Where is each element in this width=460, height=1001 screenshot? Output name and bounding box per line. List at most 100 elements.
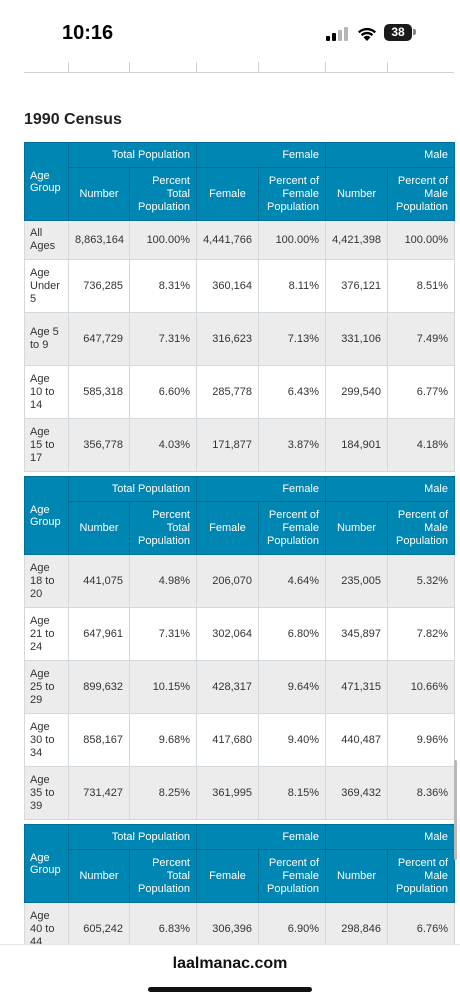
cell-male: 440,487	[325, 713, 388, 767]
cell-male: 376,121	[325, 259, 388, 313]
cell-male: 369,432	[325, 766, 388, 820]
cell-percent-male: 8.36%	[387, 766, 455, 820]
header-percent-total: Percent Total Population	[129, 849, 197, 903]
cell-percent-male: 8.51%	[387, 259, 455, 313]
cell-age-group: Age 18 to 20	[24, 554, 69, 608]
table-row: Age 10 to 14 585,318 6.60% 285,778 6.43% 299,…	[24, 365, 455, 419]
cell-percent-total: 8.31%	[129, 259, 197, 313]
wifi-icon	[358, 27, 376, 41]
cell-percent-male: 10.66%	[387, 660, 455, 714]
cell-male: 299,540	[325, 365, 388, 419]
table-row: Age 30 to 34 858,167 9.68% 417,680 9.40% 440,…	[24, 713, 455, 767]
cell-female: 171,877	[196, 418, 259, 472]
cell-percent-total: 8.25%	[129, 766, 197, 820]
cell-percent-total: 4.03%	[129, 418, 197, 472]
cell-male: 184,901	[325, 418, 388, 472]
cell-female: 285,778	[196, 365, 259, 419]
cell-number: 647,729	[68, 312, 130, 366]
cell-percent-male: 100.00%	[387, 220, 455, 260]
scrollbar[interactable]	[454, 760, 457, 860]
cell-age-group: Age Under 5	[24, 259, 69, 313]
header-total-population: Total Population	[68, 476, 197, 502]
header-percent-female: Percent of Female Population	[258, 167, 326, 221]
table-row: Age 18 to 20 441,075 4.98% 206,070 4.64% 235,…	[24, 554, 455, 608]
cell-percent-male: 4.18%	[387, 418, 455, 472]
cell-age-group: Age 35 to 39	[24, 766, 69, 820]
census-table: Age Group Total Population Female Male Numbe…	[24, 824, 455, 956]
status-time: 10:16	[62, 22, 114, 44]
cell-age-group: Age 15 to 17	[24, 418, 69, 472]
header-male: Male	[325, 142, 455, 168]
cell-percent-male: 6.77%	[387, 365, 455, 419]
header-percent-female: Percent of Female Population	[258, 501, 326, 555]
browser-bottom-bar: laalmanac.com	[0, 944, 460, 1001]
cell-number: 858,167	[68, 713, 130, 767]
header-female: Female	[196, 824, 326, 850]
previous-table-fragment	[24, 62, 454, 73]
cell-male: 331,106	[325, 312, 388, 366]
cell-number: 736,285	[68, 259, 130, 313]
header-female-number: Female	[196, 501, 259, 555]
cell-female: 302,064	[196, 607, 259, 661]
header-percent-male: Percent of Male Population	[387, 167, 455, 221]
header-male: Male	[325, 476, 455, 502]
cell-age-group: Age 5 to 9	[24, 312, 69, 366]
cell-percent-female: 6.80%	[258, 607, 326, 661]
status-bar: 10:16 38	[0, 0, 460, 62]
header-age-group: Age Group	[24, 142, 69, 221]
cell-female: 361,995	[196, 766, 259, 820]
cell-percent-female: 4.64%	[258, 554, 326, 608]
section-title: 1990 Census	[24, 111, 122, 128]
cell-percent-total: 7.31%	[129, 607, 197, 661]
url-domain[interactable]: laalmanac.com	[172, 955, 288, 972]
battery-icon: 38	[384, 24, 412, 41]
header-percent-female: Percent of Female Population	[258, 849, 326, 903]
header-percent-male: Percent of Male Population	[387, 501, 455, 555]
cell-age-group: All Ages	[24, 220, 69, 260]
cell-number: 356,778	[68, 418, 130, 472]
cell-male: 235,005	[325, 554, 388, 608]
header-female: Female	[196, 142, 326, 168]
cell-percent-male: 7.82%	[387, 607, 455, 661]
table-row: Age 5 to 9 647,729 7.31% 316,623 7.13% 331,10…	[24, 312, 455, 366]
cell-female: 360,164	[196, 259, 259, 313]
cell-percent-total: 100.00%	[129, 220, 197, 260]
cell-female: 316,623	[196, 312, 259, 366]
cell-age-group: Age 30 to 34	[24, 713, 69, 767]
cell-percent-female: 6.43%	[258, 365, 326, 419]
header-male-number: Number	[325, 167, 388, 221]
table-row: Age 35 to 39 731,427 8.25% 361,995 8.15% 369,…	[24, 766, 455, 820]
table-row: Age Under 5 736,285 8.31% 360,164 8.11% 376,1…	[24, 259, 455, 313]
cell-number: 441,075	[68, 554, 130, 608]
header-age-group: Age Group	[24, 824, 69, 903]
cell-number: 899,632	[68, 660, 130, 714]
cell-percent-total: 4.98%	[129, 554, 197, 608]
battery-level: 38	[391, 25, 405, 39]
header-female-number: Female	[196, 167, 259, 221]
cell-percent-female: 9.64%	[258, 660, 326, 714]
header-number: Number	[68, 849, 130, 903]
cell-male: 471,315	[325, 660, 388, 714]
table-row: Age 21 to 24 647,961 7.31% 302,064 6.80% 345,…	[24, 607, 455, 661]
cell-percent-female: 7.13%	[258, 312, 326, 366]
cell-number: 731,427	[68, 766, 130, 820]
table-row: All Ages 8,863,164 100.00% 4,441,766 100.00%…	[24, 220, 455, 260]
cell-percent-female: 8.11%	[258, 259, 326, 313]
census-table-container: Age Group Total Population Female Male Numbe…	[24, 142, 455, 956]
battery-tip	[413, 29, 416, 35]
cellular-signal-icon	[326, 27, 350, 41]
cell-percent-total: 7.31%	[129, 312, 197, 366]
header-number: Number	[68, 501, 130, 555]
home-indicator[interactable]	[148, 987, 312, 992]
cell-male: 4,421,398	[325, 220, 388, 260]
header-male-number: Number	[325, 849, 388, 903]
header-male: Male	[325, 824, 455, 850]
cell-male: 345,897	[325, 607, 388, 661]
cell-female: 4,441,766	[196, 220, 259, 260]
cell-percent-male: 5.32%	[387, 554, 455, 608]
cell-percent-female: 9.40%	[258, 713, 326, 767]
cell-percent-male: 7.49%	[387, 312, 455, 366]
cell-percent-total: 10.15%	[129, 660, 197, 714]
cell-number: 647,961	[68, 607, 130, 661]
cell-percent-total: 6.60%	[129, 365, 197, 419]
